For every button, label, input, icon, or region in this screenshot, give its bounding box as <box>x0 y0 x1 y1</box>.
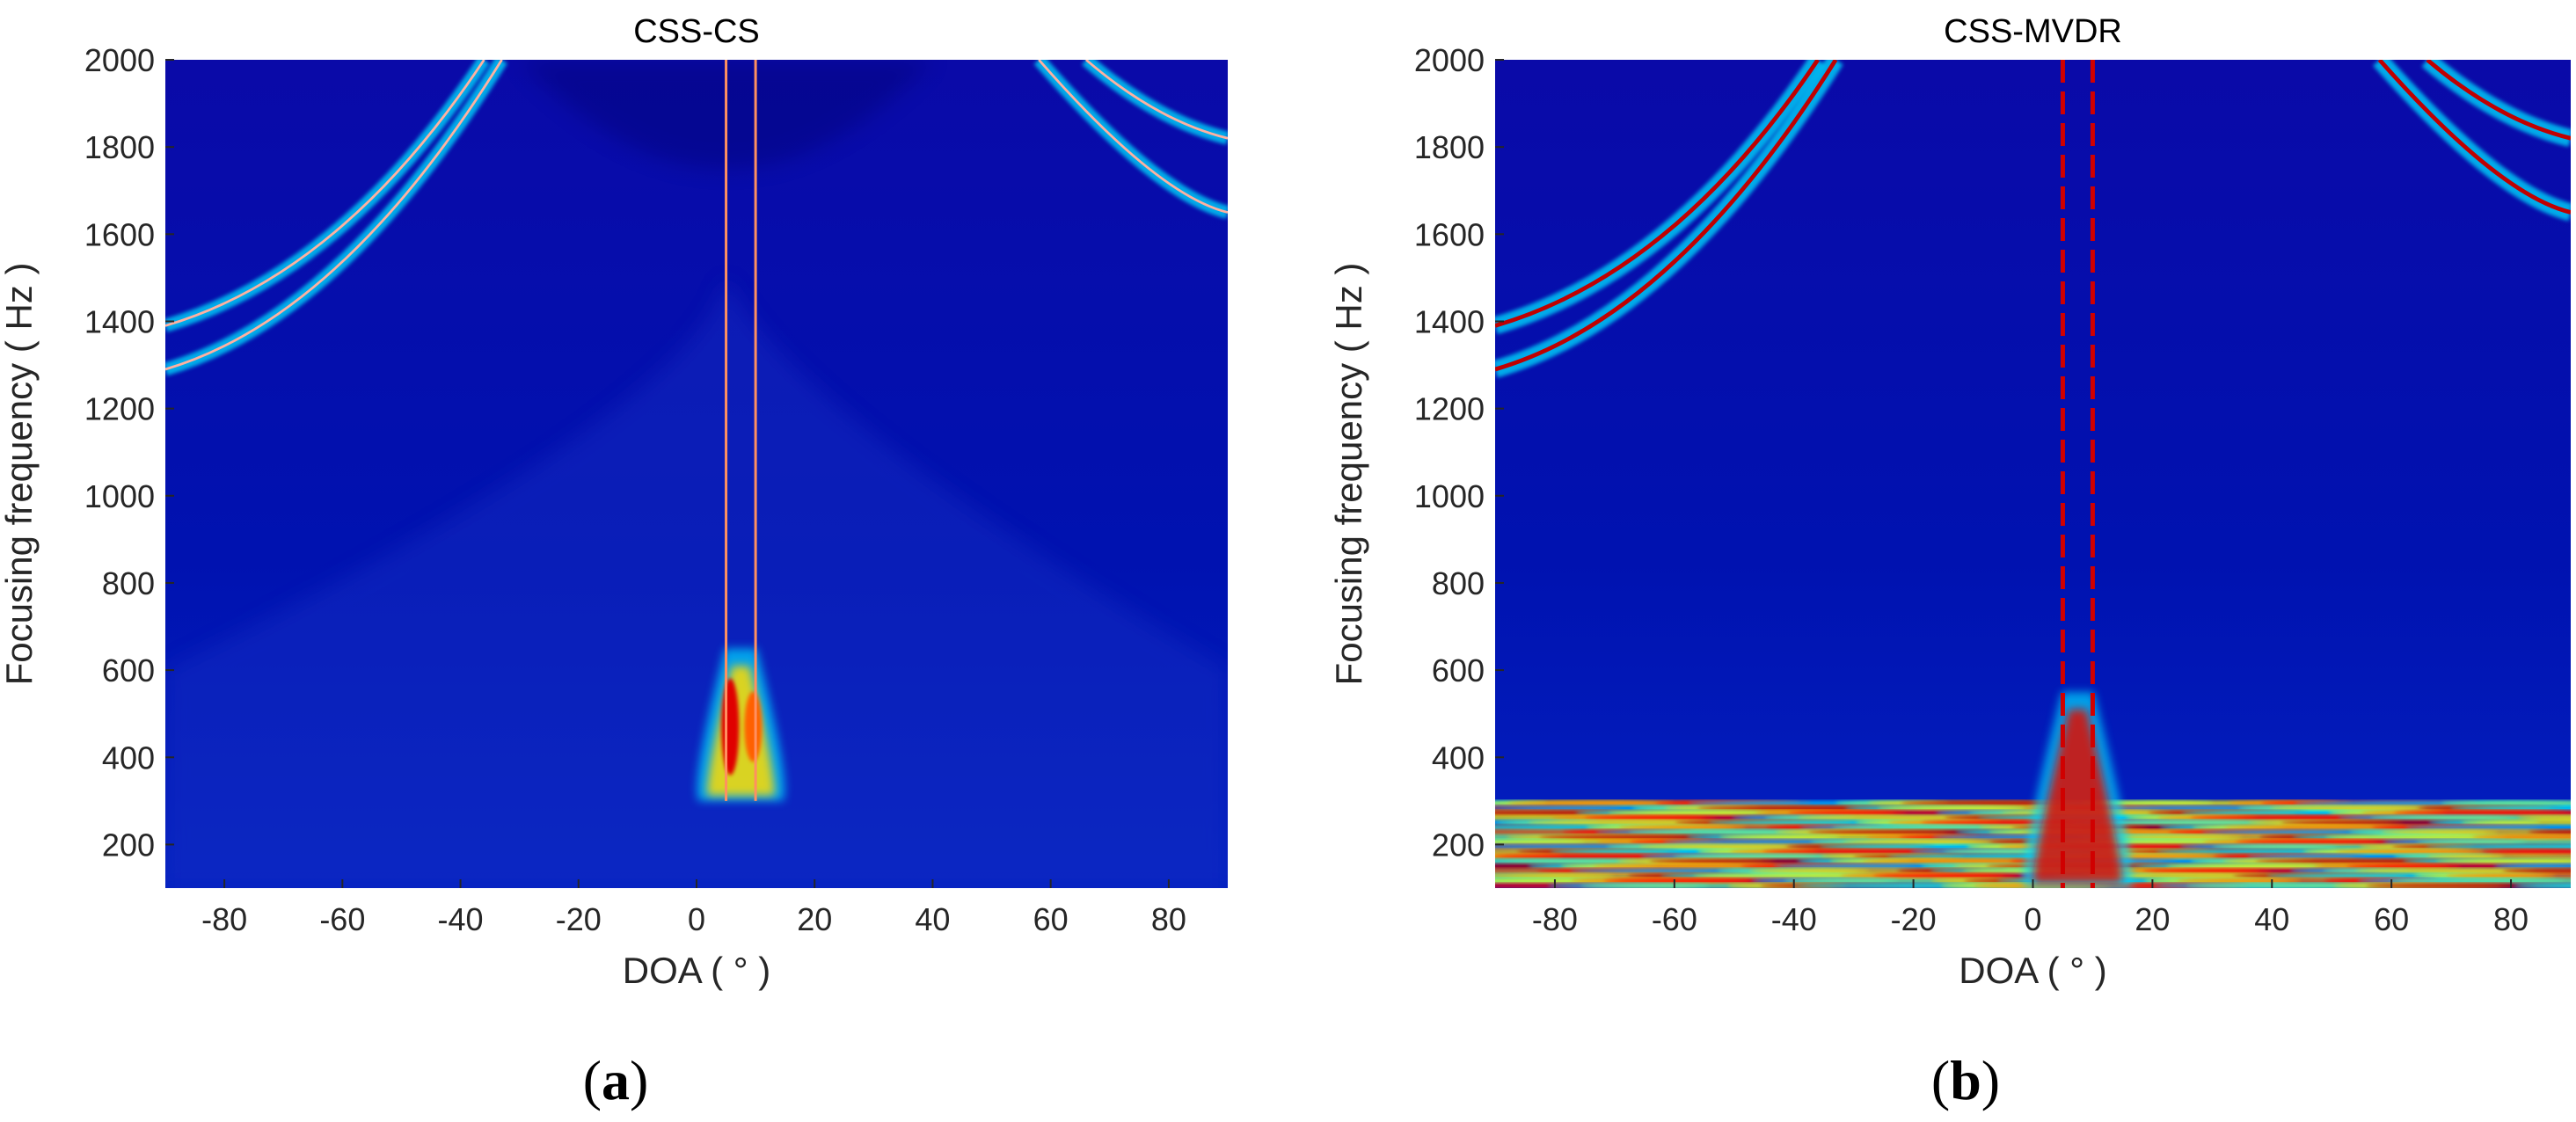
noise-streak <box>2502 868 2571 874</box>
grating-lobe-left <box>1495 60 1838 372</box>
grating-lobe-left <box>165 60 485 327</box>
noise-streak <box>2471 834 2571 841</box>
panel-label: (b) <box>1931 1049 2000 1111</box>
y-tick-label: 1400 <box>84 303 155 339</box>
heatmap-plot <box>1495 60 2571 888</box>
noise-streak <box>2528 829 2571 835</box>
x-tick-label: -80 <box>1532 901 1578 937</box>
x-tick-label: 0 <box>688 901 705 937</box>
noise-streak <box>2441 800 2571 806</box>
x-axis-label: DOA ( ° ) <box>623 950 770 991</box>
x-tick-label: -60 <box>1652 901 1697 937</box>
x-tick-label: 60 <box>1033 901 1069 937</box>
y-tick-label: 1800 <box>1414 129 1485 165</box>
noise-streak <box>2390 878 2571 884</box>
y-tick-label: 1200 <box>84 391 155 427</box>
y-tick-label: 1200 <box>1414 391 1485 427</box>
y-tick-label: 600 <box>102 652 155 688</box>
x-axis-ticks: -80 -60 -40 -20 0 20 40 60 80 <box>1532 879 2529 937</box>
y-tick-label: 1400 <box>1414 303 1485 339</box>
noise-streak <box>2450 805 2571 812</box>
panel-a: CSS-CS -80 -60 -40 -20 0 20 40 60 80 200 400 600 80… <box>0 13 1228 1111</box>
x-tick-label: -60 <box>319 901 365 937</box>
x-tick-label: 40 <box>2254 901 2289 937</box>
grating-lobe-right <box>1038 60 1228 214</box>
x-axis-label: DOA ( ° ) <box>1959 950 2106 991</box>
y-tick-label: 200 <box>1432 827 1485 863</box>
noise-streak <box>2381 829 2571 835</box>
x-tick-label: 20 <box>797 901 832 937</box>
grating-lobe-left <box>1495 60 1820 328</box>
grating-lobe-right <box>2426 60 2571 141</box>
y-tick-label: 2000 <box>84 42 155 78</box>
noise-streak <box>2482 849 2571 855</box>
noise-streak <box>2517 815 2571 821</box>
chart-title: CSS-CS <box>633 13 760 50</box>
y-tick-label: 600 <box>1432 652 1485 688</box>
panel-b: CSS-MVDR -80 -60 -40 -20 0 20 40 60 80 200 400 600… <box>1328 13 2571 1111</box>
x-tick-label: -80 <box>201 901 247 937</box>
heatmap-background <box>1495 60 2571 888</box>
y-tick-label: 1600 <box>1414 216 1485 252</box>
x-tick-label: 80 <box>1151 901 1186 937</box>
x-tick-label: 40 <box>915 901 950 937</box>
y-tick-label: 800 <box>102 565 155 601</box>
noise-streak <box>2446 873 2571 879</box>
grating-lobe-right <box>1085 60 1228 140</box>
grating-lobe-right <box>2377 60 2571 215</box>
noise-streak <box>2461 820 2571 826</box>
noise-streak <box>2435 858 2571 864</box>
noise-streak <box>2426 854 2571 860</box>
y-axis-ticks: 200 400 600 800 1000 1200 1400 1600 1800 2000 <box>1414 42 1504 863</box>
x-tick-label: 80 <box>2493 901 2529 937</box>
chart-title: CSS-MVDR <box>1944 13 2122 50</box>
noise-streak <box>2493 863 2571 870</box>
noise-streak <box>2405 825 2571 831</box>
y-tick-label: 400 <box>102 740 155 776</box>
x-tick-label: -40 <box>1771 901 1817 937</box>
noise-streak <box>2370 815 2571 821</box>
y-axis-ticks: 200 400 600 800 1000 1200 1400 1600 1800 2000 <box>84 42 174 863</box>
heatmap-plot <box>165 60 1228 888</box>
y-tick-label: 1800 <box>84 129 155 165</box>
x-tick-label: 60 <box>2374 901 2409 937</box>
grating-lobe-left <box>165 60 503 371</box>
noise-streak <box>2513 883 2571 888</box>
y-tick-label: 2000 <box>1414 42 1485 78</box>
x-tick-label: -20 <box>1891 901 1937 937</box>
shadow-cone <box>165 277 1228 888</box>
y-axis-label: Focusing frequency ( Hz ) <box>0 263 40 686</box>
panel-label: (a) <box>583 1049 649 1111</box>
y-axis-label: Focusing frequency ( Hz ) <box>1328 263 1369 686</box>
y-tick-label: 1000 <box>84 478 155 514</box>
noise-streak <box>2415 839 2571 845</box>
noise-streak <box>2366 883 2571 888</box>
y-tick-label: 800 <box>1432 565 1485 601</box>
noise-streak <box>2394 810 2571 816</box>
x-tick-label: 0 <box>2024 901 2041 937</box>
x-tick-label: -40 <box>438 901 484 937</box>
y-tick-label: 1000 <box>1414 478 1485 514</box>
noise-streak <box>2425 844 2571 850</box>
x-tick-label: -20 <box>556 901 602 937</box>
x-axis-ticks: -80 -60 -40 -20 0 20 40 60 80 <box>201 879 1186 937</box>
y-tick-label: 200 <box>102 827 155 863</box>
y-tick-label: 400 <box>1432 740 1485 776</box>
y-tick-label: 1600 <box>84 216 155 252</box>
source-blob-red <box>2033 709 2122 883</box>
x-tick-label: 20 <box>2135 901 2170 937</box>
